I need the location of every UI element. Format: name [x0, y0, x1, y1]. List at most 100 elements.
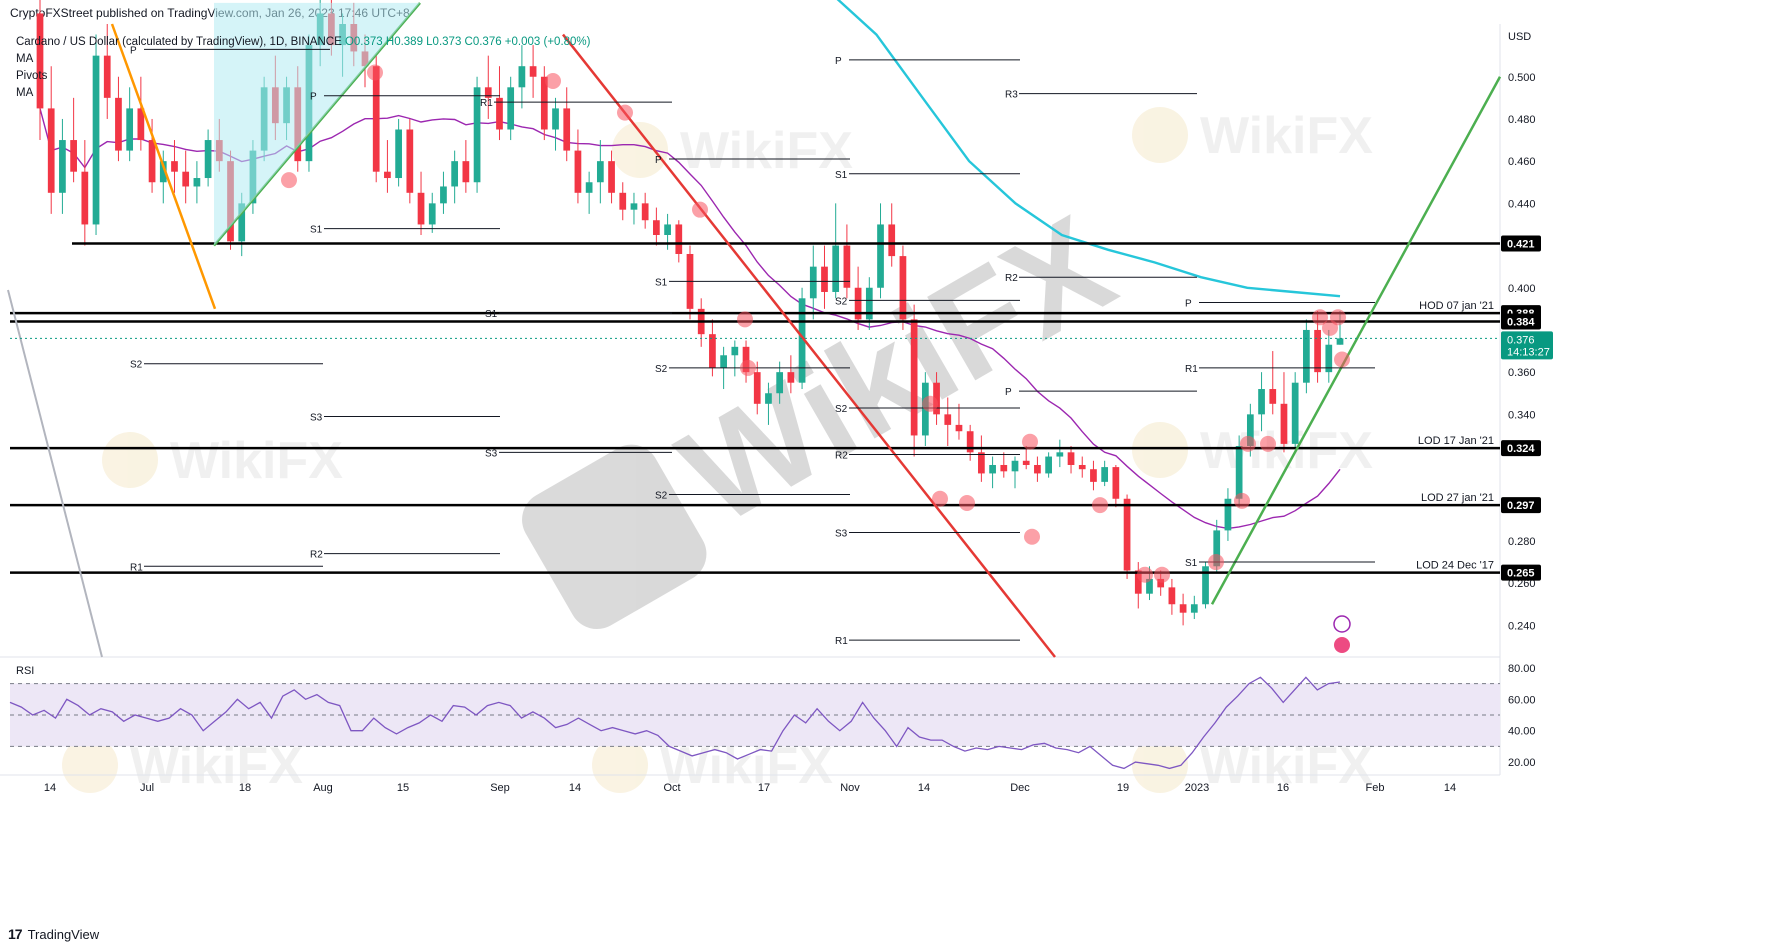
- candle: [1112, 464, 1120, 508]
- candle-body: [1146, 578, 1153, 594]
- x-tick-label: 16: [1277, 782, 1289, 794]
- x-tick-label: Aug: [313, 782, 333, 794]
- pivot-label: R2: [310, 550, 323, 561]
- pivot-label: S1: [485, 309, 498, 320]
- watermark-0: WikiFX: [102, 432, 343, 490]
- candle: [193, 161, 201, 204]
- touch-marker: [922, 395, 938, 412]
- touch-marker: [959, 494, 975, 511]
- currency-label: USD: [1508, 31, 1531, 43]
- pivot-label: R1: [835, 636, 848, 647]
- indicator-ma-2[interactable]: MA: [16, 87, 34, 99]
- candle-body: [1045, 456, 1052, 474]
- x-tick-label: 14: [44, 782, 56, 794]
- watermark-6: WikiFX: [1132, 737, 1373, 795]
- candle: [1134, 562, 1142, 609]
- candle-body: [798, 298, 806, 383]
- candle: [731, 340, 739, 377]
- candle: [171, 140, 178, 193]
- candle: [1090, 460, 1097, 491]
- trendline-orange: [110, 23, 217, 310]
- rsi-tick-label: 60.00: [1508, 694, 1536, 706]
- candle-body: [1000, 464, 1008, 472]
- candle-body: [854, 287, 862, 320]
- candle: [70, 97, 77, 183]
- candle-body: [440, 186, 447, 204]
- candle: [585, 171, 593, 214]
- tradingview-footer: 17 TradingView: [8, 926, 99, 942]
- candle-body: [204, 140, 212, 179]
- watermark-2: WikiFX: [612, 122, 853, 180]
- watermark-1: WikiFX: [1132, 107, 1373, 165]
- pivot-label: R1: [130, 562, 143, 573]
- candle: [126, 87, 134, 162]
- pivot-label: S2: [835, 404, 848, 415]
- level-annotation: LOD 27 jan '21: [1421, 492, 1494, 504]
- candle-body: [787, 372, 795, 383]
- pivot-label: R2: [835, 450, 848, 461]
- indicator-ma-1[interactable]: MA: [16, 53, 34, 65]
- x-tick-label: 14: [569, 782, 581, 794]
- candle: [653, 207, 660, 246]
- candle-body: [742, 346, 750, 373]
- watermark-big: WikiFX: [522, 186, 1137, 630]
- watermark-logo-icon: [62, 737, 118, 793]
- pivot-label: P: [1185, 299, 1192, 310]
- drawing-grey-line: [7, 289, 103, 658]
- candle: [384, 140, 391, 193]
- candle-body: [1067, 452, 1075, 465]
- watermark-logo-icon: [612, 122, 668, 178]
- indicator-pivots[interactable]: Pivots: [16, 70, 48, 82]
- x-tick-label: 17: [758, 782, 770, 794]
- us-flag-icon: [1334, 637, 1350, 653]
- price-tag-bg: [1501, 440, 1541, 457]
- pivot-label: S3: [835, 529, 848, 540]
- candle: [709, 319, 716, 377]
- pivot-label: P: [130, 45, 137, 56]
- candle: [776, 361, 784, 404]
- candle: [417, 171, 425, 235]
- candle-body: [1291, 382, 1299, 444]
- candle-body: [47, 108, 55, 193]
- touch-marker: [617, 104, 633, 121]
- candle: [406, 118, 414, 204]
- touch-marker: [367, 64, 383, 81]
- candle: [428, 192, 436, 233]
- candle: [59, 118, 66, 214]
- candle-body: [372, 66, 380, 172]
- x-tick-label: Feb: [1366, 782, 1385, 794]
- trendline-green-2: [1210, 76, 1502, 605]
- x-tick-label: Jul: [140, 782, 154, 794]
- touch-marker: [1322, 319, 1338, 336]
- price-tag: 0.324: [1501, 440, 1541, 457]
- candle-body: [529, 66, 537, 77]
- tradingview-brand[interactable]: TradingView: [27, 926, 100, 942]
- touch-marker: [1024, 528, 1040, 545]
- candle: [809, 245, 817, 320]
- chart-legend: Cardano / US Dollar (calculated by Tradi…: [16, 34, 590, 102]
- candle-body: [653, 220, 660, 235]
- candle: [507, 76, 515, 141]
- last-price-countdown: 14:13:27: [1507, 346, 1550, 358]
- candle-body: [765, 393, 772, 404]
- candle: [103, 24, 111, 119]
- candle-body: [496, 97, 503, 130]
- candle-body: [753, 372, 761, 404]
- candle: [47, 66, 55, 214]
- candle-body: [126, 108, 134, 151]
- touch-marker: [737, 311, 753, 328]
- candle: [989, 456, 996, 489]
- candle: [675, 220, 683, 263]
- price-tag-bg: [1501, 313, 1541, 330]
- price-tag: 0.384: [1501, 313, 1541, 330]
- watermark-logo-icon: [1132, 737, 1188, 793]
- candle-body: [193, 178, 201, 187]
- price-tag: 0.265: [1501, 564, 1541, 581]
- pivot-label: P: [835, 56, 842, 67]
- candle: [619, 182, 627, 221]
- pivot-label: S2: [130, 360, 143, 371]
- candle: [854, 266, 862, 330]
- candle-body: [1134, 570, 1142, 594]
- highlight-area: [214, 2, 420, 246]
